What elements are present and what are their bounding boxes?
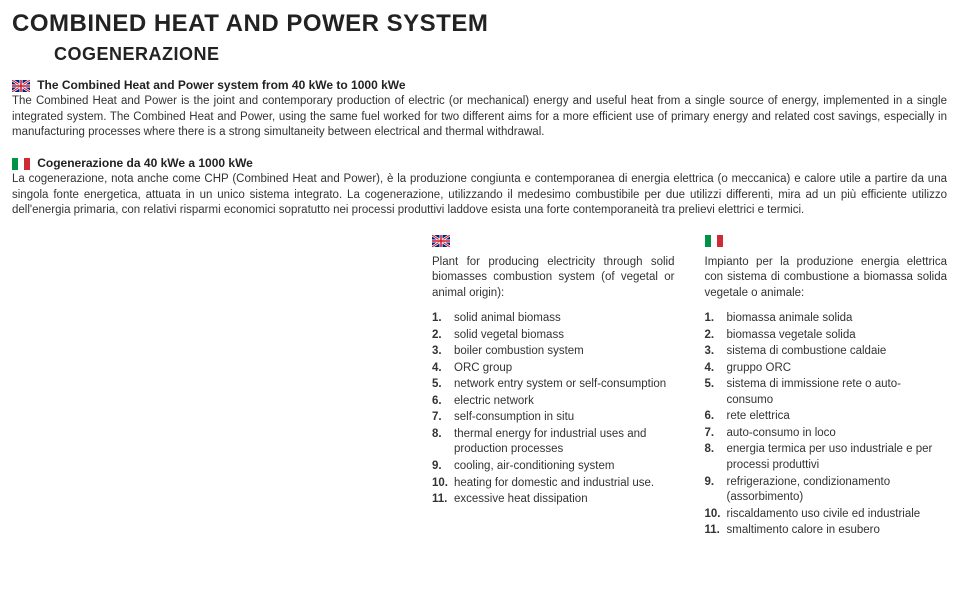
list-item: refrigerazione, condizionamento (assorbi…: [705, 475, 948, 506]
list-item: rete elettrica: [705, 409, 948, 425]
english-list: solid animal biomasssolid vegetal biomas…: [432, 311, 675, 507]
italian-lead: Cogenerazione da 40 kWe a 1000 kWe: [37, 156, 253, 170]
english-column-head: Plant for producing electricity through …: [432, 255, 675, 302]
italy-flag-icon: [705, 235, 723, 247]
list-item: riscaldamento uso civile ed industriale: [705, 507, 948, 523]
list-item: ORC group: [432, 361, 675, 377]
list-item: boiler combustion system: [432, 344, 675, 360]
italian-section: Cogenerazione da 40 kWe a 1000 kWe La co…: [12, 155, 947, 219]
columns-container: Plant for producing electricity through …: [432, 235, 947, 540]
list-item: solid animal biomass: [432, 311, 675, 327]
italian-column: Impianto per la produzione energia elett…: [705, 235, 948, 540]
list-item: solid vegetal biomass: [432, 328, 675, 344]
english-section: The Combined Heat and Power system from …: [12, 77, 947, 141]
list-item: electric network: [432, 394, 675, 410]
list-item: energia termica per uso industriale e pe…: [705, 442, 948, 473]
uk-flag-icon: [12, 80, 30, 92]
page-title: COMBINED HEAT AND POWER SYSTEM: [12, 8, 947, 40]
list-item: smaltimento calore in esubero: [705, 523, 948, 539]
italy-flag-icon: [12, 158, 30, 170]
list-item: sistema di combustione caldaie: [705, 344, 948, 360]
english-lead: The Combined Heat and Power system from …: [37, 78, 405, 92]
list-item: sistema di immissione rete o auto-consum…: [705, 377, 948, 408]
list-item: biomassa vegetale solida: [705, 328, 948, 344]
list-item: cooling, air-conditioning system: [432, 459, 675, 475]
list-item: heating for domestic and industrial use.: [432, 476, 675, 492]
list-item: thermal energy for industrial uses and p…: [432, 427, 675, 458]
list-item: auto-consumo in loco: [705, 426, 948, 442]
italian-column-head: Impianto per la produzione energia elett…: [705, 255, 948, 302]
english-column: Plant for producing electricity through …: [432, 235, 675, 540]
list-item: network entry system or self-consumption: [432, 377, 675, 393]
page-subtitle: COGENERAZIONE: [54, 42, 947, 66]
list-item: excessive heat dissipation: [432, 492, 675, 508]
list-item: self-consumption in situ: [432, 410, 675, 426]
italian-list: biomassa animale solidabiomassa vegetale…: [705, 311, 948, 538]
italian-body: La cogenerazione, nota anche come CHP (C…: [12, 173, 947, 216]
list-item: gruppo ORC: [705, 361, 948, 377]
english-body: The Combined Heat and Power is the joint…: [12, 95, 947, 138]
list-item: biomassa animale solida: [705, 311, 948, 327]
uk-flag-icon: [432, 235, 450, 247]
